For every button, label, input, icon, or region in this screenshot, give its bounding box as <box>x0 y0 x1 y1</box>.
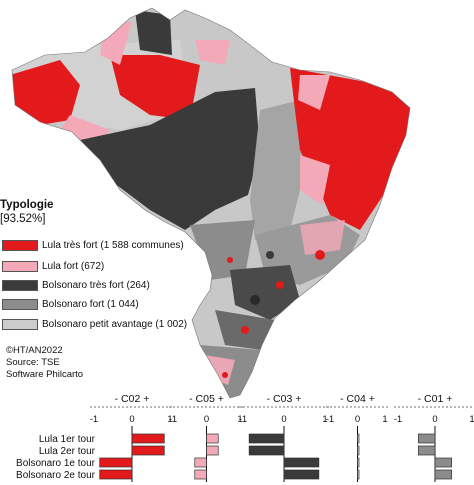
bar <box>418 433 436 444</box>
legend-item-bolsonaro-fort: Bolsonaro fort (1 044) <box>2 297 139 311</box>
bar <box>248 445 285 456</box>
category-label: Bolsonaro 1e tour <box>16 458 96 469</box>
panel-2: - C03 + -1 0 1 <box>239 393 329 482</box>
panel-title: - C01 + <box>418 393 453 405</box>
tick-label: 1 <box>237 414 242 425</box>
bar <box>131 445 165 456</box>
tick-label: 0 <box>355 414 360 425</box>
legend-percent: [93.52%] <box>0 213 46 225</box>
legend-label: Lula fort (672) <box>42 260 105 272</box>
legend-item-lula-tres-fort: Lula très fort (1 588 communes) <box>2 238 184 252</box>
tick-label: 0 <box>129 414 134 425</box>
tick-label: 1 <box>469 414 474 425</box>
category-label: Lula 1er tour <box>39 434 96 445</box>
tick-label: -1 <box>394 414 402 425</box>
bar <box>194 457 207 468</box>
bar <box>99 469 133 480</box>
legend-label: Bolsonaro très fort (264) <box>42 279 150 291</box>
brazil-choropleth-map <box>11 7 411 399</box>
bar <box>357 445 360 456</box>
copyright-text: ©HT/AN2022 <box>6 345 63 356</box>
bar <box>194 469 207 480</box>
legend-item-lula-fort: Lula fort (672) <box>2 259 104 273</box>
legend-swatch <box>2 298 38 310</box>
tick-label: 1 <box>167 414 172 425</box>
legend-swatch <box>2 260 38 272</box>
panel-0: - C02 + -1 0 1 <box>90 393 174 482</box>
tick-label: -1 <box>326 414 334 425</box>
legend-label: Bolsonaro petit avantage (1 002) <box>42 318 188 330</box>
bar <box>418 445 436 456</box>
source-text: Source: TSE <box>6 357 60 368</box>
category-label: Lula 2er tour <box>39 446 96 457</box>
legend-label: Lula très fort (1 588 communes) <box>42 239 184 251</box>
bar <box>283 457 320 468</box>
tick-label: 1 <box>322 414 327 425</box>
legend-swatch <box>2 318 38 330</box>
tick-label: 0 <box>432 414 437 425</box>
tick-label: 0 <box>281 414 286 425</box>
panel-title: - C03 + <box>267 393 302 405</box>
tick-label: -1 <box>169 414 177 425</box>
bar <box>434 457 452 468</box>
panel-title: - C04 + <box>340 393 375 405</box>
panel-title: - C02 + <box>115 393 150 405</box>
panel-1: - C05 + -1 0 1 <box>169 393 244 482</box>
legend-item-bolsonaro-petit-avantage: Bolsonaro petit avantage (1 002) <box>2 317 187 331</box>
bar <box>131 433 165 444</box>
bar <box>206 433 219 444</box>
legend-label: Bolsonaro fort (1 044) <box>42 298 139 310</box>
legend-swatch <box>2 279 38 291</box>
legend-swatch <box>2 239 38 251</box>
bar <box>357 457 360 468</box>
bar <box>357 433 360 444</box>
bar <box>206 445 219 456</box>
tick-label: -1 <box>90 414 98 425</box>
panel-title: - C05 + <box>189 393 224 405</box>
tick-label: 0 <box>204 414 209 425</box>
legend-title: Typologie <box>0 199 54 211</box>
panel-3: - C04 + -1 0 1 <box>326 393 389 482</box>
legend-item-bolsonaro-tres-fort: Bolsonaro très fort (264) <box>2 278 150 292</box>
tick-label: 1 <box>382 414 387 425</box>
credits: ©HT/AN2022 Source: TSE Software Philcart… <box>6 345 83 381</box>
bar <box>283 469 320 480</box>
tick-label: -1 <box>239 414 247 425</box>
bar <box>434 469 452 480</box>
panel-4: - C01 + -1 0 1 <box>394 393 474 482</box>
software-text: Software Philcarto <box>6 369 84 380</box>
bar <box>99 457 133 468</box>
category-label: Bolsonaro 2e tour <box>16 470 96 481</box>
bar <box>357 469 360 480</box>
bar <box>248 433 285 444</box>
